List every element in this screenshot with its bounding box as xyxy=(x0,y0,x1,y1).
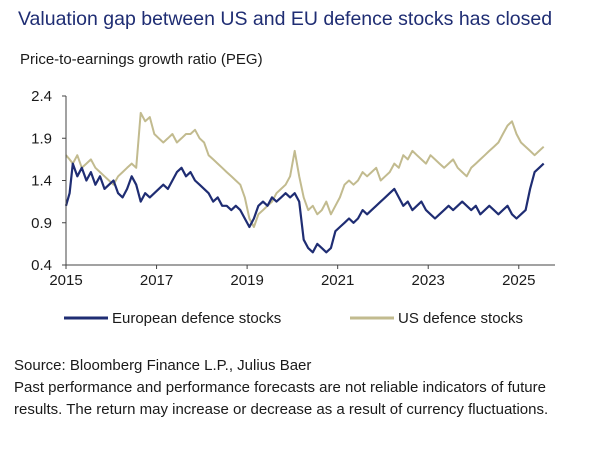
legend: European defence stocks US defence stocks xyxy=(64,310,523,327)
y-tick-label: 1.9 xyxy=(31,130,52,147)
plot-group xyxy=(64,111,545,254)
x-tick-label: 2019 xyxy=(230,272,263,289)
y-axis-label: Price-to-earnings growth ratio (PEG) xyxy=(20,51,263,68)
y-tick-label: 1.4 xyxy=(31,173,52,190)
x-tick-label: 2023 xyxy=(412,272,445,289)
source-text: Source: Bloomberg Finance L.P., Julius B… xyxy=(14,357,312,374)
x-tick-label: 2015 xyxy=(49,272,82,289)
legend-item-us-label: US defence stocks xyxy=(398,310,523,327)
disclaimer-text: Past performance and performance forecas… xyxy=(14,379,549,418)
series-line-european xyxy=(64,162,545,254)
y-tick-label: 0.9 xyxy=(31,215,52,232)
legend-item-european-label: European defence stocks xyxy=(112,310,281,327)
series-line-us xyxy=(65,111,545,228)
x-tick-label: 2021 xyxy=(321,272,354,289)
y-tick-label: 0.4 xyxy=(31,257,52,274)
x-tick-label: 2025 xyxy=(502,272,535,289)
y-tick-label: 2.4 xyxy=(31,88,52,105)
chart-title: Valuation gap between US and EU defence … xyxy=(18,8,553,30)
x-tick-label: 2017 xyxy=(140,272,173,289)
